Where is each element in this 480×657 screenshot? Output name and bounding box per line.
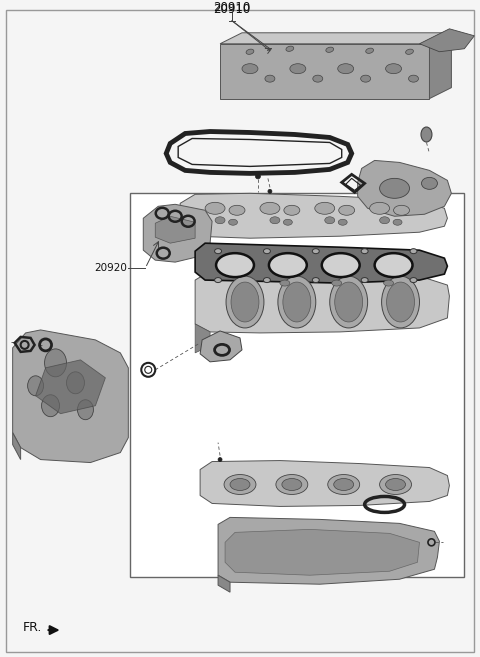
Ellipse shape	[269, 253, 307, 277]
Text: FR.: FR.	[23, 621, 42, 633]
Ellipse shape	[386, 282, 415, 322]
Ellipse shape	[374, 253, 412, 277]
Polygon shape	[420, 29, 474, 52]
FancyBboxPatch shape	[6, 10, 474, 652]
Ellipse shape	[28, 376, 44, 396]
Ellipse shape	[77, 399, 94, 420]
Polygon shape	[180, 193, 447, 238]
Text: 20910: 20910	[214, 1, 251, 14]
Polygon shape	[12, 433, 21, 459]
Ellipse shape	[385, 64, 402, 74]
Ellipse shape	[382, 276, 420, 328]
Ellipse shape	[366, 48, 373, 53]
Polygon shape	[220, 33, 451, 44]
Ellipse shape	[322, 253, 360, 277]
Polygon shape	[200, 331, 242, 362]
Polygon shape	[12, 330, 128, 463]
Ellipse shape	[226, 276, 264, 328]
Ellipse shape	[231, 282, 259, 322]
Ellipse shape	[380, 217, 390, 224]
Ellipse shape	[339, 205, 355, 215]
Polygon shape	[225, 530, 420, 576]
Ellipse shape	[264, 248, 270, 254]
Ellipse shape	[326, 47, 334, 53]
Polygon shape	[218, 518, 439, 584]
Ellipse shape	[45, 349, 67, 377]
Ellipse shape	[260, 202, 280, 214]
Ellipse shape	[385, 478, 406, 491]
Ellipse shape	[218, 457, 222, 462]
Ellipse shape	[421, 177, 437, 189]
Ellipse shape	[246, 49, 254, 55]
Ellipse shape	[361, 278, 368, 283]
Ellipse shape	[325, 217, 335, 224]
Polygon shape	[200, 461, 449, 507]
Ellipse shape	[215, 217, 225, 224]
Ellipse shape	[229, 205, 245, 215]
Ellipse shape	[67, 372, 84, 394]
Bar	[130, 193, 464, 578]
Polygon shape	[195, 243, 447, 283]
Ellipse shape	[360, 75, 371, 82]
Ellipse shape	[312, 278, 319, 283]
Ellipse shape	[215, 248, 222, 254]
Ellipse shape	[380, 178, 409, 198]
Ellipse shape	[421, 127, 432, 142]
Ellipse shape	[268, 189, 272, 193]
Ellipse shape	[283, 219, 292, 225]
Ellipse shape	[270, 217, 280, 224]
Ellipse shape	[42, 395, 60, 417]
Ellipse shape	[393, 219, 402, 225]
Ellipse shape	[224, 474, 256, 495]
Ellipse shape	[380, 474, 411, 495]
Ellipse shape	[328, 474, 360, 495]
Polygon shape	[220, 44, 430, 99]
Ellipse shape	[290, 64, 306, 74]
Ellipse shape	[228, 219, 238, 225]
Ellipse shape	[335, 282, 363, 322]
Ellipse shape	[280, 280, 290, 286]
Ellipse shape	[265, 75, 275, 82]
Ellipse shape	[330, 276, 368, 328]
Polygon shape	[36, 360, 106, 414]
Ellipse shape	[276, 474, 308, 495]
Ellipse shape	[410, 248, 417, 254]
Ellipse shape	[406, 49, 413, 55]
Ellipse shape	[284, 205, 300, 215]
Ellipse shape	[394, 205, 409, 215]
Polygon shape	[430, 33, 451, 99]
Ellipse shape	[315, 202, 335, 214]
Ellipse shape	[282, 478, 302, 491]
Ellipse shape	[278, 276, 316, 328]
Ellipse shape	[408, 75, 419, 82]
Polygon shape	[195, 270, 449, 333]
Ellipse shape	[338, 219, 347, 225]
Ellipse shape	[361, 248, 368, 254]
Ellipse shape	[264, 278, 270, 283]
Polygon shape	[180, 228, 195, 248]
Text: 20910: 20910	[214, 3, 251, 16]
Ellipse shape	[255, 174, 261, 179]
Ellipse shape	[215, 278, 222, 283]
Polygon shape	[195, 324, 210, 353]
Ellipse shape	[286, 46, 294, 51]
Ellipse shape	[216, 253, 254, 277]
Ellipse shape	[384, 280, 394, 286]
Ellipse shape	[283, 282, 311, 322]
Ellipse shape	[313, 75, 323, 82]
Ellipse shape	[230, 478, 250, 491]
Polygon shape	[358, 160, 451, 216]
Polygon shape	[218, 576, 230, 592]
Text: 20920: 20920	[95, 263, 127, 273]
Polygon shape	[155, 216, 195, 243]
Ellipse shape	[334, 478, 354, 491]
Ellipse shape	[205, 202, 225, 214]
Ellipse shape	[370, 202, 390, 214]
Ellipse shape	[332, 280, 342, 286]
Ellipse shape	[312, 248, 319, 254]
Ellipse shape	[242, 64, 258, 74]
Polygon shape	[143, 204, 212, 262]
Ellipse shape	[338, 64, 354, 74]
Ellipse shape	[410, 278, 417, 283]
